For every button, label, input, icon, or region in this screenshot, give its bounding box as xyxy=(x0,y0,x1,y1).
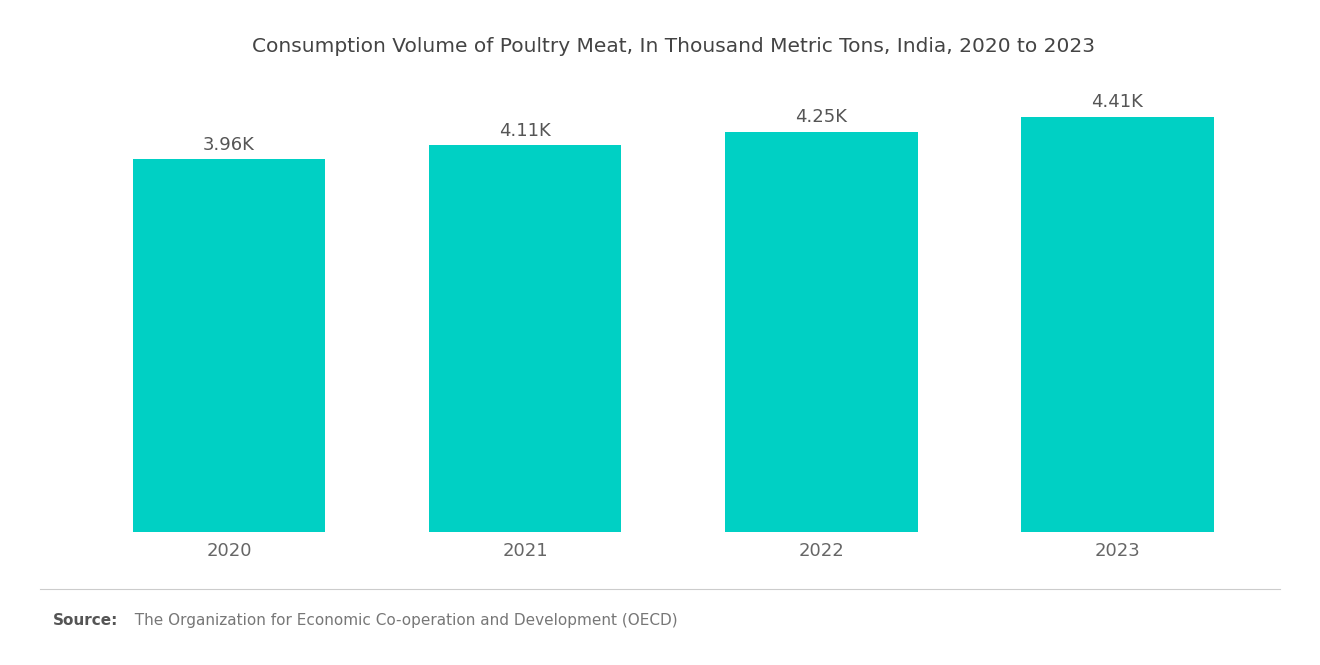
Text: The Organization for Economic Co-operation and Development (OECD): The Organization for Economic Co-operati… xyxy=(125,613,678,628)
Text: 3.96K: 3.96K xyxy=(203,136,255,154)
Bar xyxy=(1022,116,1214,532)
Text: 4.25K: 4.25K xyxy=(795,108,847,126)
Bar xyxy=(725,132,917,532)
Text: 4.41K: 4.41K xyxy=(1092,93,1143,111)
Bar xyxy=(132,159,325,532)
Text: 4.11K: 4.11K xyxy=(499,122,550,140)
Title: Consumption Volume of Poultry Meat, In Thousand Metric Tons, India, 2020 to 2023: Consumption Volume of Poultry Meat, In T… xyxy=(252,37,1094,56)
Text: Source:: Source: xyxy=(53,613,119,628)
Bar xyxy=(429,145,622,532)
